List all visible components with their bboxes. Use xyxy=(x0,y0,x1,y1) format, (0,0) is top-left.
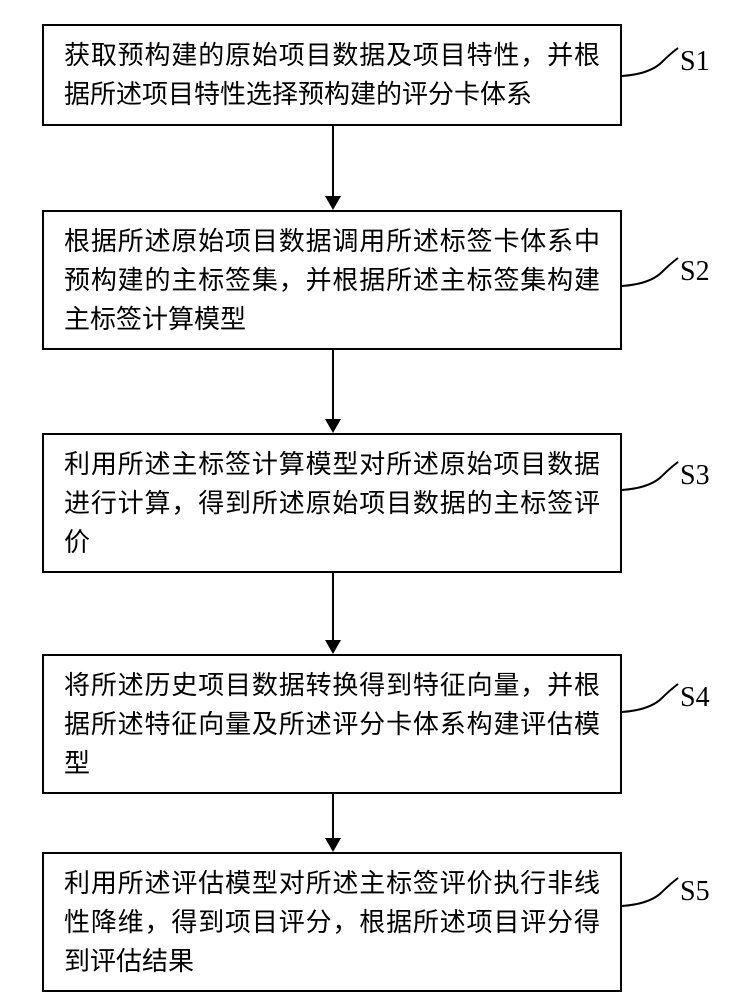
arrow-s2-s3 xyxy=(332,350,334,419)
step-text-s5: 利用所述评估模型对所述主标签评价执行非线性降维，得到项目评分，根据所述项目评分得… xyxy=(64,864,600,981)
arrow-head-s4-s5 xyxy=(325,838,341,852)
arrow-s1-s2 xyxy=(332,126,334,196)
arrow-head-s2-s3 xyxy=(325,419,341,433)
step-text-s3: 利用所述主标签计算模型对所述原始项目数据进行计算，得到所述原始项目数据的主标签评… xyxy=(64,445,600,562)
arrow-head-s1-s2 xyxy=(325,196,341,210)
step-text-s2: 根据所述原始项目数据调用所述标签卡体系中预构建的主标签集，并根据所述主标签集构建… xyxy=(64,222,600,339)
connector-s5 xyxy=(622,874,682,914)
step-label-s2: S2 xyxy=(680,256,710,288)
step-text-s4: 将所述历史项目数据转换得到特征向量，并根据所述特征向量及所述评分卡体系构建评估模… xyxy=(64,666,600,783)
step-label-s3: S3 xyxy=(680,460,710,492)
arrow-s4-s5 xyxy=(332,794,334,838)
step-text-s1: 获取预构建的原始项目数据及项目特性，并根据所述项目特性选择预构建的评分卡体系 xyxy=(64,36,600,114)
step-label-s5: S5 xyxy=(680,876,710,908)
connector-s1 xyxy=(622,44,682,84)
connector-s2 xyxy=(622,254,682,294)
step-box-s2: 根据所述原始项目数据调用所述标签卡体系中预构建的主标签集，并根据所述主标签集构建… xyxy=(42,210,622,350)
step-box-s1: 获取预构建的原始项目数据及项目特性，并根据所述项目特性选择预构建的评分卡体系 xyxy=(42,24,622,126)
step-box-s5: 利用所述评估模型对所述主标签评价执行非线性降维，得到项目评分，根据所述项目评分得… xyxy=(42,852,622,992)
step-label-s1: S1 xyxy=(680,46,710,78)
step-box-s3: 利用所述主标签计算模型对所述原始项目数据进行计算，得到所述原始项目数据的主标签评… xyxy=(42,433,622,573)
arrow-head-s3-s4 xyxy=(325,640,341,654)
flowchart-container: 获取预构建的原始项目数据及项目特性，并根据所述项目特性选择预构建的评分卡体系 S… xyxy=(0,0,749,1000)
connector-s3 xyxy=(622,458,682,498)
step-box-s4: 将所述历史项目数据转换得到特征向量，并根据所述特征向量及所述评分卡体系构建评估模… xyxy=(42,654,622,794)
arrow-s3-s4 xyxy=(332,573,334,640)
step-label-s4: S4 xyxy=(680,682,710,714)
connector-s4 xyxy=(622,680,682,720)
